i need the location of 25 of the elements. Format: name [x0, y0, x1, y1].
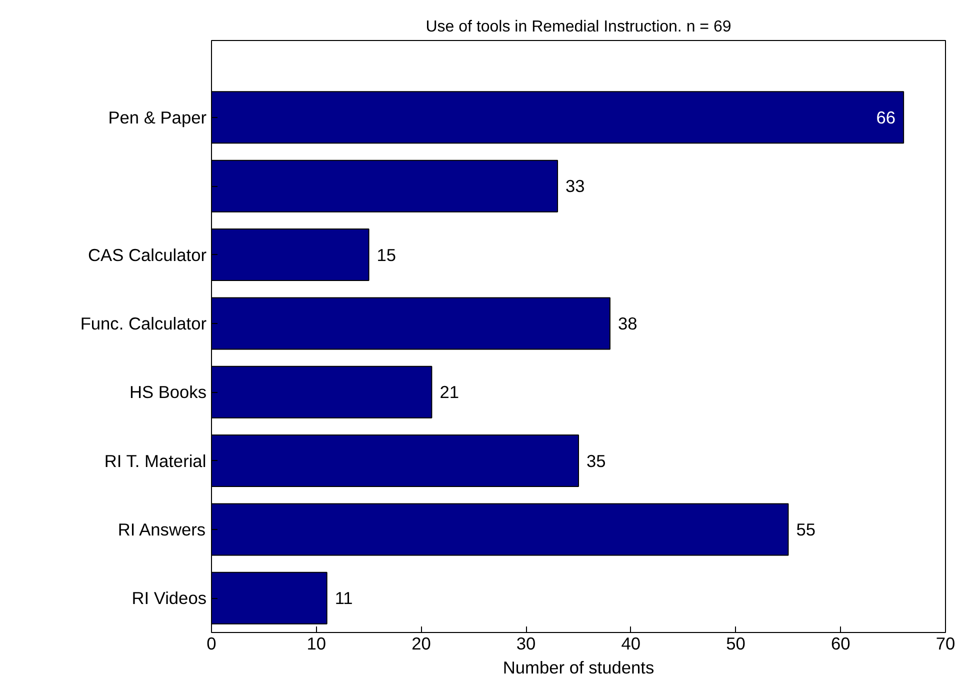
data-label: 55	[796, 519, 816, 540]
x-tick-label: 10	[306, 634, 326, 654]
y-tick-label: RI Answers	[118, 519, 206, 540]
y-tick-label: RI Videos	[132, 588, 207, 608]
data-label: 35	[586, 450, 606, 471]
x-tick-label: 50	[726, 634, 746, 654]
y-tick-label: HS Books	[129, 382, 207, 402]
x-tick-label: 60	[831, 634, 850, 654]
x-tick-label: 0	[206, 634, 216, 654]
x-tick-label: 30	[516, 634, 536, 654]
y-tick-label: Pen & Paper	[108, 107, 207, 128]
x-axis-title: Number of students	[502, 658, 654, 678]
data-label: 15	[376, 244, 396, 265]
data-label: 11	[334, 588, 353, 608]
x-tick-label: 40	[621, 634, 641, 654]
x-tick-label: 70	[936, 634, 956, 654]
y-tick-label: Func. Calculator	[80, 313, 207, 334]
data-label: 21	[440, 382, 459, 402]
y-tick-label: CAS Calculator	[88, 244, 207, 265]
data-label: 66	[876, 107, 896, 128]
y-tick-label: RI T. Material	[104, 450, 206, 471]
data-label: 33	[566, 176, 585, 196]
x-tick-label: 20	[412, 634, 431, 654]
chart-title: Use of tools in Remedial Instruction. n = 69	[426, 18, 732, 36]
data-label: 38	[618, 313, 638, 334]
